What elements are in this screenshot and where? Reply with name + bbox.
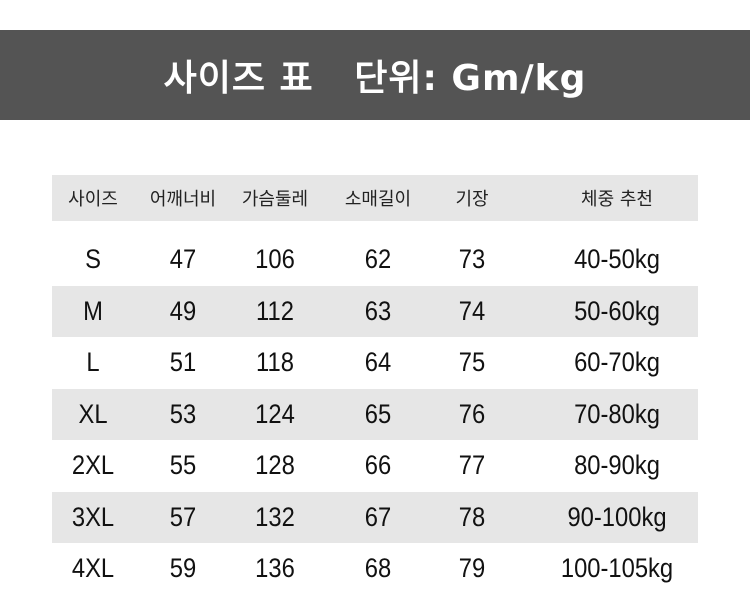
column-header: 소매길이	[344, 189, 412, 210]
table-cell: 80-90kg	[574, 450, 660, 481]
size-table: 사이즈 어깨너비 가슴둘레 소매길이 기장 체중 추천 S 47 106 62 73 40…	[52, 175, 698, 595]
table-row: L 51 118 64 75 60-70kg	[52, 337, 698, 389]
table-cell: 74	[458, 295, 486, 326]
column-header: 기장	[455, 189, 489, 210]
table-row: 2XL 55 128 66 77 80-90kg	[52, 440, 698, 492]
table-cell: 79	[458, 553, 486, 584]
table-cell: 3XL	[71, 501, 115, 532]
table-cell: 53	[169, 398, 197, 429]
table-cell: M	[83, 295, 103, 326]
table-row: S 47 106 62 73 40-50kg	[52, 234, 698, 286]
table-cell: 40-50kg	[574, 244, 660, 275]
table-cell: 136	[255, 553, 295, 584]
table-cell: 60-70kg	[574, 347, 660, 378]
table-cell: 100-105kg	[560, 553, 674, 584]
table-cell: 70-80kg	[574, 398, 660, 429]
column-header: 어깨너비	[149, 189, 217, 210]
table-cell: 75	[458, 347, 486, 378]
table-cell: 77	[458, 450, 486, 481]
table-cell: 57	[169, 501, 197, 532]
table-cell: 62	[364, 244, 392, 275]
table-cell: 112	[256, 295, 294, 326]
table-cell: 59	[169, 553, 197, 584]
table-cell: 64	[364, 347, 392, 378]
column-header: 가슴둘레	[241, 189, 309, 210]
column-header: 사이즈	[68, 189, 118, 210]
table-cell: 2XL	[71, 450, 115, 481]
table-cell: 63	[364, 295, 392, 326]
table-cell: 128	[255, 450, 295, 481]
table-cell: 65	[364, 398, 392, 429]
table-cell: 47	[169, 244, 197, 275]
title-banner: 사이즈 표 단위: Gm/kg	[0, 30, 750, 120]
table-cell: 76	[458, 398, 486, 429]
table-cell: 51	[169, 347, 197, 378]
table-cell: 67	[364, 501, 392, 532]
table-cell: 55	[169, 450, 197, 481]
table-cell: L	[86, 347, 100, 378]
table-cell: 4XL	[71, 553, 115, 584]
table-cell: S	[85, 244, 101, 275]
table-cell: 106	[255, 244, 295, 275]
table-cell: XL	[78, 398, 108, 429]
table-cell: 68	[364, 553, 392, 584]
table-cell: 132	[255, 501, 295, 532]
table-cell: 78	[458, 501, 486, 532]
table-row: M 49 112 63 74 50-60kg	[52, 285, 698, 337]
table-cell: 118	[256, 347, 294, 378]
table-cell: 49	[169, 295, 197, 326]
title-unit: 단위: Gm/kg	[354, 58, 587, 99]
column-header: 체중 추천	[581, 189, 653, 210]
table-cell: 66	[364, 450, 392, 481]
table-row: 3XL 57 132 67 78 90-100kg	[52, 491, 698, 543]
table-row: 4XL 59 136 68 79 100-105kg	[52, 543, 698, 595]
table-cell: 50-60kg	[574, 295, 660, 326]
table-header: 사이즈 어깨너비 가슴둘레 소매길이 기장 체중 추천	[52, 175, 698, 221]
table-cell: 90-100kg	[567, 501, 667, 532]
title-main: 사이즈 표	[163, 58, 314, 99]
table-cell: 73	[458, 244, 486, 275]
table-cell: 124	[255, 398, 295, 429]
table-row: XL 53 124 65 76 70-80kg	[52, 388, 698, 440]
